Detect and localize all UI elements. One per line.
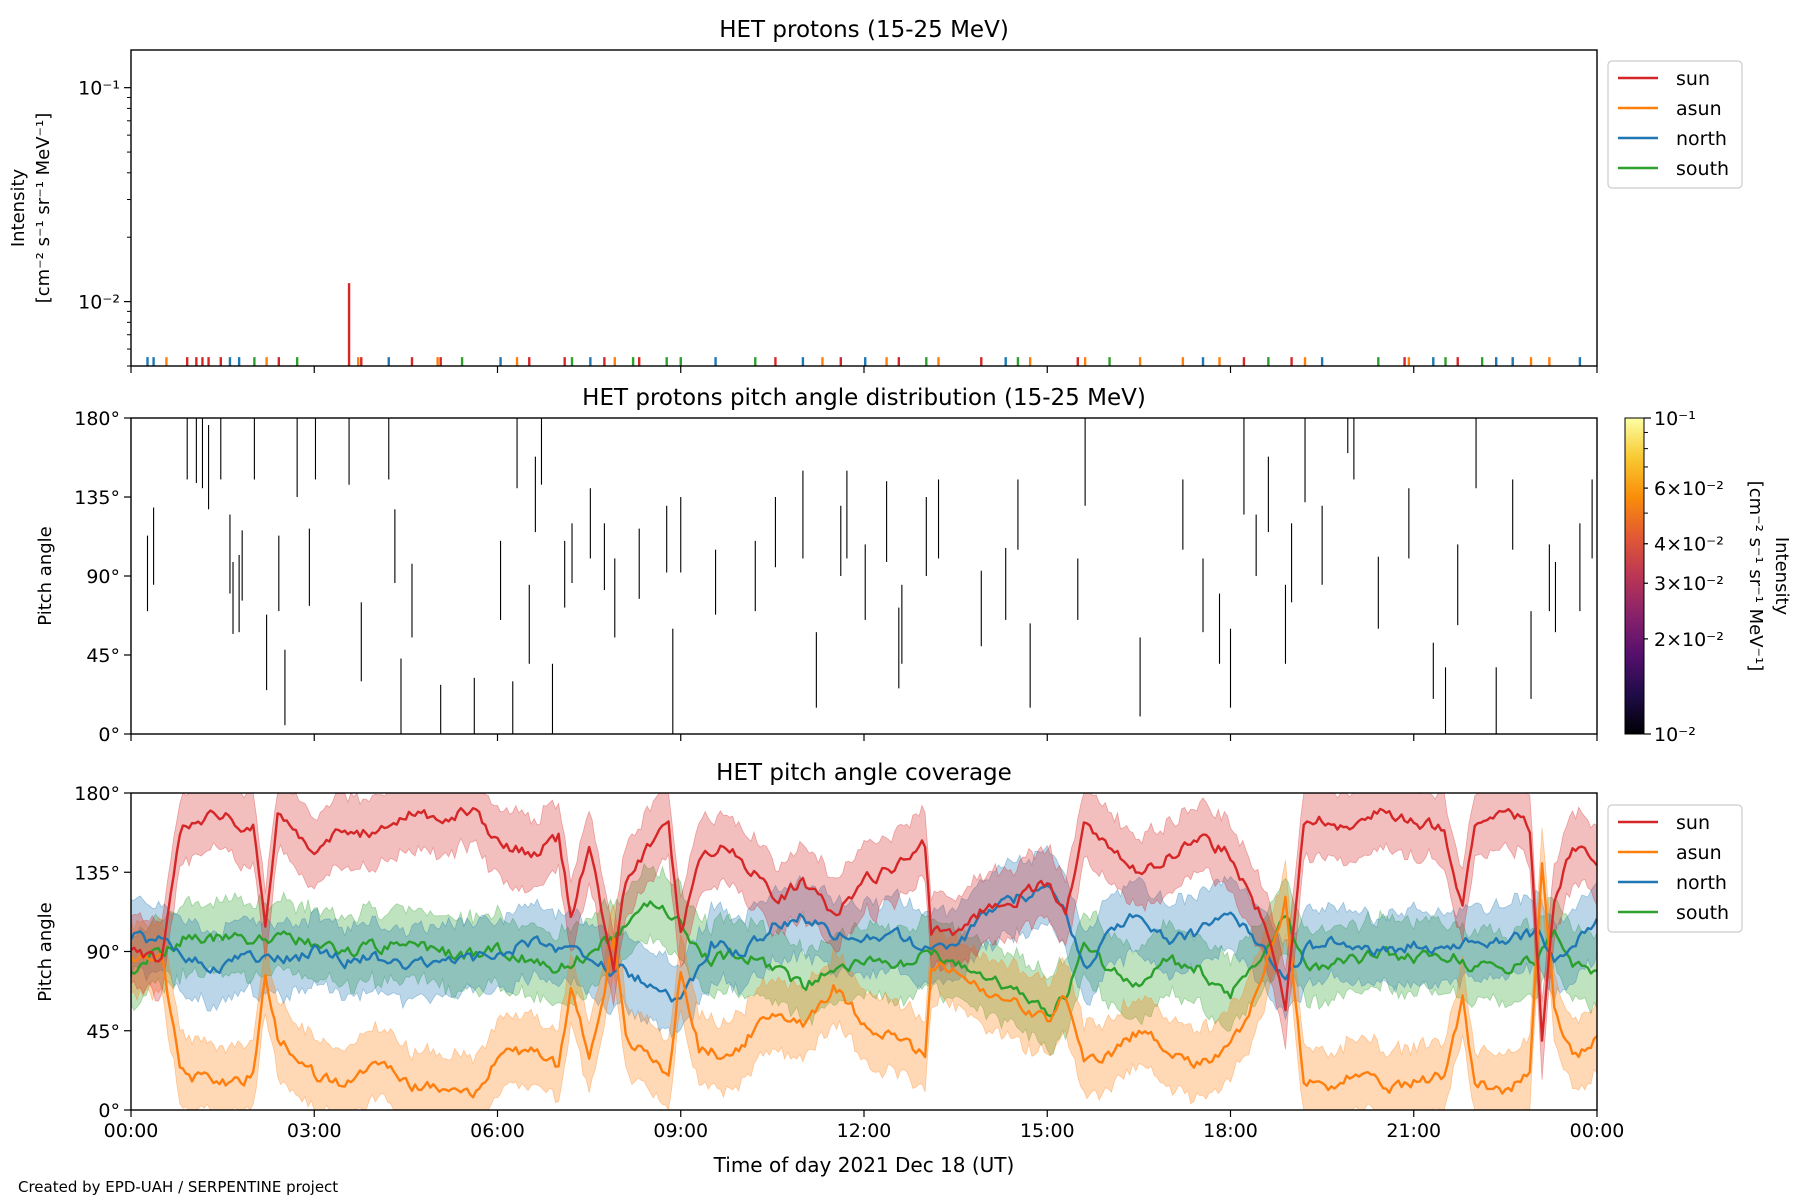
sun-coverage-line	[131, 806, 1597, 1042]
legend-sun-label: sun	[1676, 812, 1710, 834]
colorbar-tick-label: 10⁻²	[1654, 724, 1696, 746]
north-coverage-line	[131, 884, 1597, 1003]
x-tick-label: 00:00	[104, 1120, 159, 1142]
panel1-y-axis: 10⁻² 10⁻¹	[78, 78, 131, 367]
y-tick-label: 180°	[74, 783, 120, 805]
colorbar-gradient	[1624, 417, 1645, 735]
legend-asun-label: asun	[1676, 98, 1722, 120]
panel3-ylabel: Pitch angle	[35, 902, 56, 1001]
x-tick-label: 15:00	[1020, 1120, 1075, 1142]
y-tick-label: 180°	[74, 408, 120, 430]
y-tick-label: 45°	[86, 1021, 120, 1043]
y-tick-label: 90°	[86, 942, 120, 964]
panel1-frame	[130, 49, 1598, 367]
panel3-x-axis: 00:00 03:00 06:00 09:00 12:00 15:00 18:00 21:00…	[104, 1110, 1625, 1142]
panel2-frame	[130, 417, 1598, 735]
colorbar-tick-label: 10⁻¹	[1654, 408, 1696, 430]
colorbar-tick-label: 2×10⁻²	[1654, 629, 1724, 651]
panel1-title: HET protons (15-25 MeV)	[719, 17, 1009, 43]
south-coverage-line	[131, 900, 1597, 1018]
colorbar-label-line2: [cm⁻² s⁻¹ sr⁻¹ MeV⁻¹]	[1745, 481, 1766, 672]
panel3-plot-area	[131, 793, 1597, 1110]
legend-box	[1607, 60, 1743, 189]
y-tick-label: 135°	[74, 862, 120, 884]
x-tick-label: 00:00	[1570, 1120, 1625, 1142]
x-tick-label: 12:00	[837, 1120, 892, 1142]
panel1-plot-area	[146, 283, 1582, 366]
colorbar-label-line1: Intensity	[1771, 537, 1792, 616]
colorbar-tick-label: 4×10⁻²	[1654, 534, 1724, 556]
panel2-y-axis: 0° 45° 90° 135° 180°	[74, 408, 131, 746]
x-tick-label: 09:00	[653, 1120, 708, 1142]
panel2-plot-area	[146, 418, 1593, 734]
x-tick-label: 18:00	[1203, 1120, 1258, 1142]
y-tick-label: 10⁻²	[78, 292, 120, 314]
north-coverage-band	[131, 844, 1597, 1039]
panel3-legend: sun asun north south	[1607, 804, 1743, 933]
y-tick-label: 0°	[98, 1100, 120, 1122]
legend-asun-label: asun	[1676, 842, 1722, 864]
panel2-ylabel: Pitch angle	[35, 526, 56, 625]
x-axis-label: Time of day 2021 Dec 18 (UT)	[713, 1153, 1015, 1177]
x-tick-label: 03:00	[287, 1120, 342, 1142]
legend-south-label: south	[1676, 158, 1729, 180]
colorbar-tick-label: 3×10⁻²	[1654, 573, 1724, 595]
panel-intensity: HET protons (15-25 MeV) 10⁻² 10⁻¹ Intensi…	[8, 17, 1743, 373]
asun-coverage-line	[131, 862, 1597, 1099]
panel3-y-axis: 0° 45° 90° 135° 180°	[74, 783, 131, 1122]
y-tick-label: 45°	[86, 645, 120, 667]
legend-north-label: north	[1676, 872, 1727, 894]
colorbar-tick-label: 6×10⁻²	[1654, 478, 1724, 500]
panel1-x-axis	[130, 366, 1598, 373]
legend-box	[1607, 804, 1743, 933]
y-tick-label: 10⁻¹	[78, 78, 120, 100]
panel2-x-axis	[130, 734, 1598, 741]
panel2-title: HET protons pitch angle distribution (15…	[582, 385, 1146, 411]
y-tick-label: 135°	[74, 487, 120, 509]
colorbar: 10⁻² 2×10⁻² 3×10⁻² 4×10⁻² 6×10⁻² 10⁻¹	[1624, 408, 1724, 746]
footer-credit: Created by EPD-UAH / SERPENTINE project	[18, 1178, 338, 1196]
panel1-ylabel-line1: Intensity	[8, 168, 29, 247]
panel-pitch-angle-coverage: HET pitch angle coverage 0° 45° 90° 135° 180…	[35, 760, 1743, 1142]
x-tick-label: 06:00	[470, 1120, 525, 1142]
panel-pitch-angle-distribution: HET protons pitch angle distribution (15…	[35, 385, 1792, 746]
legend-north-label: north	[1676, 128, 1727, 150]
x-tick-label: 21:00	[1386, 1120, 1441, 1142]
y-tick-label: 90°	[86, 566, 120, 588]
panel3-title: HET pitch angle coverage	[716, 760, 1012, 786]
panel1-legend: sun asun north south	[1607, 60, 1743, 189]
legend-sun-label: sun	[1676, 68, 1710, 90]
panel1-ylabel-line2: [cm⁻² s⁻¹ sr⁻¹ MeV⁻¹]	[33, 113, 54, 304]
legend-south-label: south	[1676, 902, 1729, 924]
y-tick-label: 0°	[98, 724, 120, 746]
